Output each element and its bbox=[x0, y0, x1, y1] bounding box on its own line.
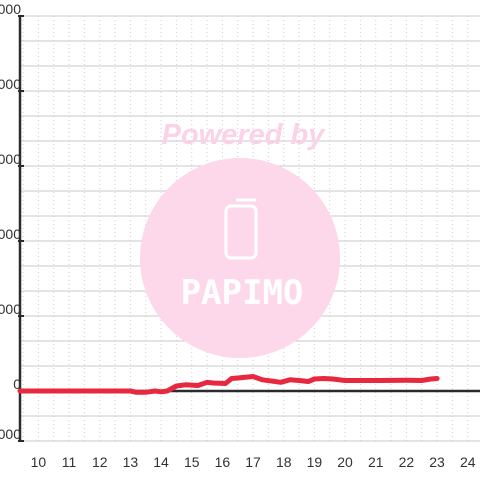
x-tick-label: 11 bbox=[62, 454, 77, 470]
y-axis-tick-labels: -20,000 0 30,000 60,000 90,000 120,000 150,000 bbox=[0, 1, 21, 442]
x-tick-label: 20 bbox=[337, 454, 353, 470]
x-tick-label: 23 bbox=[429, 454, 445, 470]
x-tick-label: 17 bbox=[245, 454, 261, 470]
x-tick-label: 21 bbox=[368, 454, 384, 470]
y-tick-label: 120,000 bbox=[0, 76, 21, 92]
x-tick-label: 19 bbox=[307, 454, 323, 470]
y-tick-label: 0 bbox=[13, 376, 21, 392]
x-axis-tick-labels: 10 11 12 13 14 15 16 17 18 19 20 21 22 23 24 bbox=[31, 454, 476, 470]
y-tick-label: 30,000 bbox=[0, 301, 21, 317]
x-tick-label: 24 bbox=[460, 454, 476, 470]
series-line-0 bbox=[17, 374, 440, 395]
x-tick-label: 10 bbox=[31, 454, 47, 470]
watermark-brand-text: PAPIMO bbox=[181, 273, 304, 313]
y-tick-label: 60,000 bbox=[0, 226, 21, 242]
series-layer bbox=[17, 374, 440, 395]
x-tick-label: 16 bbox=[215, 454, 231, 470]
x-tick-label: 14 bbox=[153, 454, 169, 470]
phone-icon bbox=[224, 198, 258, 260]
x-tick-label: 12 bbox=[92, 454, 108, 470]
y-tick-label: 90,000 bbox=[0, 151, 21, 167]
y-tick-label: 150,000 bbox=[0, 1, 21, 17]
x-tick-label: 13 bbox=[123, 454, 139, 470]
x-tick-label: 22 bbox=[399, 454, 415, 470]
x-tick-label: 18 bbox=[276, 454, 292, 470]
y-tick-label: -20,000 bbox=[0, 426, 21, 442]
watermark-powered-by-text: Powered by bbox=[162, 119, 327, 151]
x-tick-label: 15 bbox=[184, 454, 200, 470]
watermark: Powered by PAPIMO bbox=[140, 119, 340, 358]
